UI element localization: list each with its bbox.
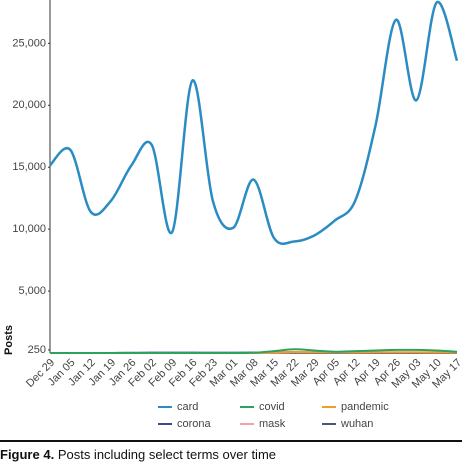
legend-label: wuhan [340, 418, 373, 430]
y-tick-label: 15,000 [12, 161, 46, 173]
y-tick-label: 25,000 [12, 37, 46, 49]
y-tick-label: 5,000 [18, 285, 46, 297]
y-axis-label: Posts [3, 325, 15, 355]
y-tick-label: 10,000 [12, 223, 46, 235]
y-tick-label: 250 [28, 344, 46, 356]
figure-label: Figure 4. [0, 447, 54, 462]
legend-label: mask [259, 418, 286, 430]
y-tick-label: 20,000 [12, 99, 46, 111]
series-line [50, 2, 457, 244]
legend-label: card [177, 401, 198, 413]
legend-label: corona [177, 418, 212, 430]
caption-text: Posts including select terms over time [58, 447, 276, 462]
legend-label: pandemic [341, 401, 389, 413]
legend-label: covid [259, 401, 285, 413]
caption: Figure 4. Posts including select terms o… [0, 447, 276, 462]
